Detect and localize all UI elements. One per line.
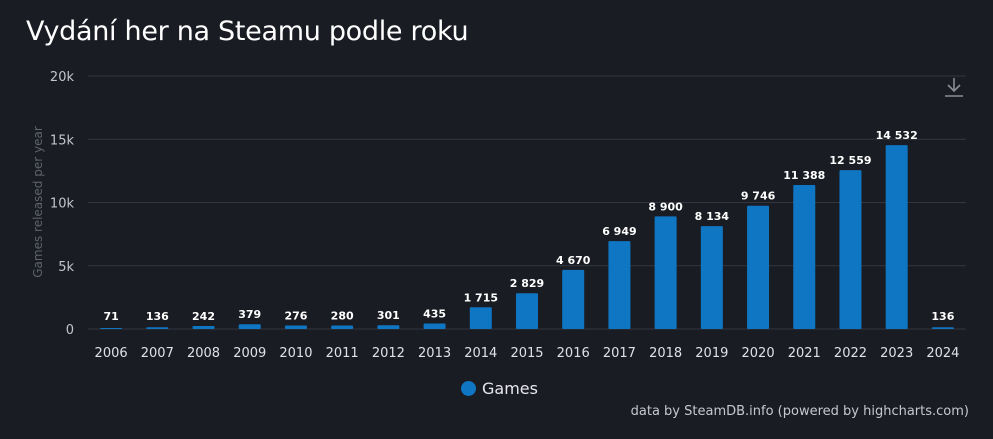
bar	[238, 324, 261, 329]
bar	[839, 170, 862, 329]
bar	[377, 325, 400, 329]
legend-label: Games	[482, 379, 538, 398]
x-tick-label: 2016	[557, 346, 590, 361]
data-label: 9 746	[741, 190, 776, 203]
bar	[516, 293, 538, 329]
chart-title: Vydání her na Steamu podle roku	[26, 16, 469, 47]
bar	[654, 216, 677, 329]
data-label: 11 388	[783, 169, 825, 182]
data-label: 435	[423, 307, 446, 320]
x-tick-label: 2009	[233, 346, 266, 361]
data-label: 1 715	[464, 291, 498, 304]
y-axis-ticks: 0 5k 10k 15k 20k	[50, 70, 75, 338]
data-label: 280	[331, 309, 354, 322]
data-label: 8 134	[695, 210, 730, 223]
bar	[100, 328, 123, 329]
bars	[100, 145, 954, 329]
x-tick-label: 2010	[279, 346, 312, 361]
legend[interactable]: Games	[461, 379, 538, 398]
x-tick-label: 2021	[788, 346, 821, 361]
x-tick-label: 2007	[141, 346, 174, 361]
x-tick-label: 2008	[187, 346, 220, 361]
x-tick-label: 2006	[95, 346, 128, 361]
x-tick-label: 2020	[742, 346, 775, 361]
x-tick-label: 2018	[649, 346, 682, 361]
data-label: 6 949	[602, 225, 636, 238]
data-label: 2 829	[510, 277, 544, 290]
bar	[931, 327, 954, 329]
data-label: 301	[377, 309, 400, 322]
data-label: 71	[103, 310, 118, 323]
bar	[469, 307, 492, 329]
y-tick-label: 20k	[50, 70, 75, 85]
x-tick-label: 2023	[880, 346, 913, 361]
data-label: 12 559	[829, 154, 871, 167]
data-label: 14 532	[876, 129, 918, 142]
y-tick-label: 5k	[58, 260, 74, 275]
x-tick-label: 2013	[418, 346, 451, 361]
download-icon[interactable]	[943, 76, 965, 98]
x-tick-label: 2022	[834, 346, 867, 361]
data-labels: 71 136 242 379 276 280 301 435 1 715 2 829 4 670 6 …	[103, 129, 954, 323]
bar	[423, 323, 446, 329]
data-label: 242	[192, 310, 215, 323]
legend-marker	[461, 381, 476, 396]
bar	[793, 184, 816, 329]
bar	[331, 325, 354, 329]
x-tick-label: 2019	[695, 346, 728, 361]
bar	[608, 241, 631, 329]
bar	[885, 145, 908, 329]
bar	[146, 327, 169, 329]
data-label: 136	[931, 310, 954, 323]
y-axis-label: Games released per year	[31, 126, 45, 278]
bar	[562, 269, 585, 329]
x-tick-label: 2011	[326, 346, 359, 361]
bar	[747, 205, 770, 329]
credits[interactable]: data by SteamDB.info (powered by highcha…	[630, 404, 969, 419]
data-label: 379	[238, 308, 261, 321]
x-tick-label: 2017	[603, 346, 636, 361]
data-label: 136	[146, 310, 169, 323]
x-axis-ticks: 2006 2007 2008 2009 2010 2011 2012 2013 2014 2015…	[95, 346, 960, 361]
y-tick-label: 0	[66, 323, 74, 338]
y-tick-label: 15k	[50, 133, 75, 148]
bar	[284, 325, 307, 329]
x-tick-label: 2024	[926, 346, 959, 361]
y-tick-label: 10k	[50, 197, 75, 212]
x-tick-label: 2012	[372, 346, 405, 361]
x-tick-label: 2014	[464, 346, 497, 361]
x-tick-label: 2015	[510, 346, 543, 361]
data-label: 4 670	[556, 254, 591, 267]
data-label: 276	[284, 310, 307, 323]
bar	[192, 325, 215, 329]
data-label: 8 900	[648, 200, 683, 213]
bar	[700, 226, 723, 329]
grid-lines	[88, 75, 966, 330]
